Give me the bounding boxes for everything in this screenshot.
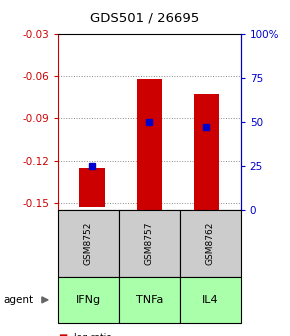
Text: GSM8752: GSM8752 [84, 222, 93, 265]
Bar [137, 79, 162, 210]
Bar [194, 94, 219, 210]
Text: GSM8762: GSM8762 [206, 222, 215, 265]
Text: IL4: IL4 [202, 295, 219, 305]
Text: GDS501 / 26695: GDS501 / 26695 [90, 12, 200, 25]
Text: log ratio: log ratio [74, 333, 112, 336]
Text: agent: agent [3, 295, 33, 305]
Text: IFNg: IFNg [76, 295, 101, 305]
Text: GSM8757: GSM8757 [145, 222, 154, 265]
Text: ■: ■ [58, 333, 67, 336]
Bar [79, 168, 105, 207]
Text: TNFa: TNFa [136, 295, 163, 305]
